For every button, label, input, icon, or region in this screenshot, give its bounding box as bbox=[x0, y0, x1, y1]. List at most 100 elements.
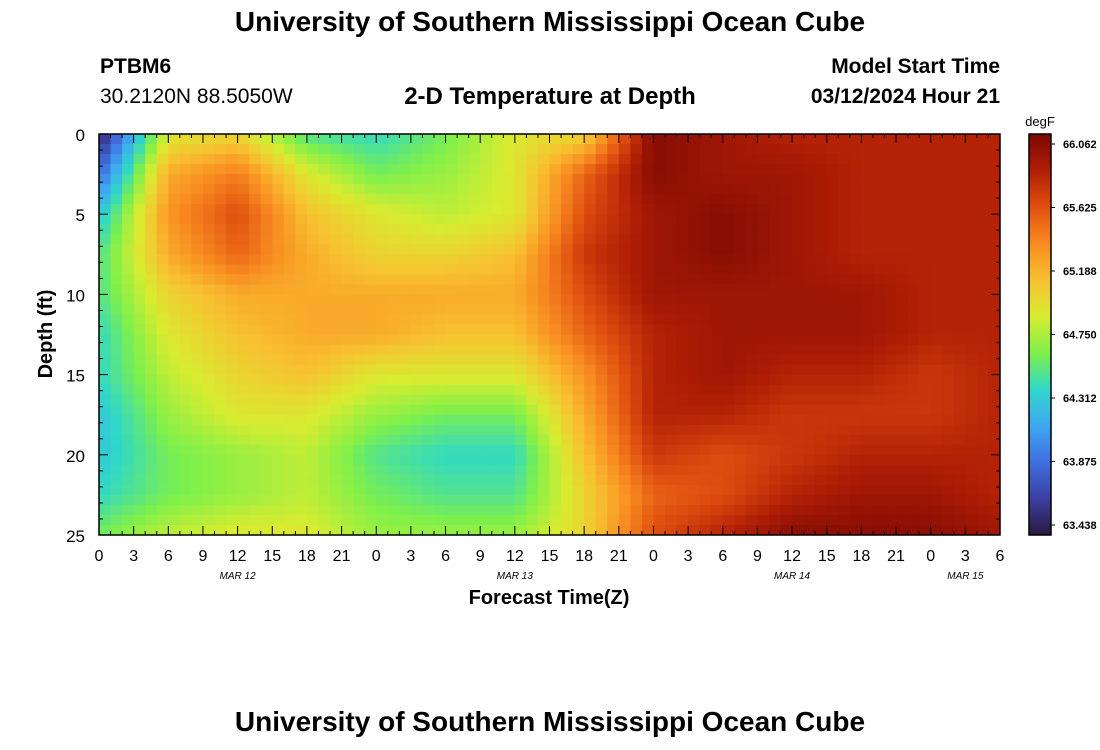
heatmap-cell bbox=[653, 504, 666, 516]
heatmap-cell bbox=[872, 504, 886, 516]
heatmap-cell bbox=[353, 444, 366, 456]
heatmap-cell bbox=[168, 344, 181, 356]
heatmap-cell bbox=[792, 334, 805, 346]
heatmap-cell bbox=[745, 474, 759, 486]
heatmap-cell bbox=[526, 494, 539, 506]
heatmap-cell bbox=[226, 284, 239, 296]
heatmap-cell bbox=[838, 144, 851, 155]
heatmap-cell bbox=[768, 254, 782, 265]
heatmap-cell bbox=[665, 294, 678, 306]
heatmap-cell bbox=[133, 284, 146, 296]
heatmap-cell bbox=[907, 304, 920, 316]
heatmap-cell bbox=[665, 184, 678, 195]
heatmap-cell bbox=[572, 524, 585, 535]
heatmap-cell bbox=[815, 134, 828, 145]
heatmap-cell bbox=[861, 184, 874, 195]
heatmap-cell bbox=[896, 504, 909, 516]
heatmap-cell bbox=[503, 254, 516, 265]
heatmap-cell bbox=[803, 224, 816, 235]
heatmap-cell bbox=[260, 394, 273, 406]
heatmap-cell bbox=[283, 454, 296, 466]
heatmap-cell bbox=[133, 414, 146, 426]
heatmap-cell bbox=[595, 384, 608, 396]
heatmap-cell bbox=[145, 204, 158, 215]
heatmap-cell bbox=[549, 374, 562, 386]
heatmap-cell bbox=[665, 464, 678, 476]
heatmap-cell bbox=[99, 334, 112, 346]
heatmap-cell bbox=[503, 134, 516, 145]
heatmap-cell bbox=[110, 424, 123, 436]
heatmap-cell bbox=[226, 364, 239, 376]
heatmap-cell bbox=[734, 514, 747, 526]
heatmap-cell bbox=[468, 404, 481, 416]
heatmap-cell bbox=[179, 244, 193, 255]
heatmap-cell bbox=[722, 314, 735, 326]
heatmap-cell bbox=[214, 134, 227, 145]
heatmap-cell bbox=[399, 174, 412, 185]
heatmap-cell bbox=[584, 214, 597, 225]
heatmap-cell bbox=[711, 314, 724, 326]
heatmap-cell bbox=[919, 504, 932, 516]
heatmap-cell bbox=[826, 154, 839, 165]
heatmap-cell bbox=[861, 414, 874, 426]
heatmap-cell bbox=[803, 394, 816, 406]
heatmap-cell bbox=[491, 164, 504, 175]
x-tick-label: 6 bbox=[718, 548, 727, 565]
heatmap-cell bbox=[376, 264, 389, 275]
heatmap-cell bbox=[364, 144, 377, 155]
heatmap-cell bbox=[896, 444, 909, 456]
heatmap-cell bbox=[353, 414, 366, 426]
heatmap-cell bbox=[260, 404, 273, 416]
heatmap-cell bbox=[445, 354, 458, 366]
heatmap-cell bbox=[399, 234, 412, 245]
heatmap-cell bbox=[965, 294, 978, 306]
heatmap-cell bbox=[480, 254, 493, 265]
heatmap-cell bbox=[803, 274, 816, 285]
heatmap-cell bbox=[202, 464, 216, 476]
heatmap-cell bbox=[896, 464, 909, 476]
heatmap-cell bbox=[734, 484, 747, 496]
heatmap-cell bbox=[422, 384, 435, 396]
heatmap-cell bbox=[838, 304, 851, 316]
heatmap-cell bbox=[734, 494, 747, 506]
colorbar-tick-label: 64.312 bbox=[1063, 393, 1097, 405]
heatmap-cell bbox=[179, 284, 193, 296]
heatmap-cell bbox=[364, 234, 377, 245]
heatmap-cell bbox=[249, 424, 262, 436]
heatmap-cell bbox=[572, 324, 585, 336]
heatmap-cell bbox=[665, 204, 678, 215]
heatmap-cell bbox=[896, 384, 909, 396]
heatmap-cell bbox=[699, 234, 712, 245]
heatmap-cell bbox=[376, 194, 389, 205]
heatmap-cell bbox=[826, 294, 839, 306]
heatmap-cell bbox=[514, 354, 527, 366]
heatmap-cell bbox=[849, 504, 862, 516]
heatmap-cell bbox=[283, 424, 296, 436]
heatmap-cell bbox=[145, 224, 158, 235]
heatmap-cell bbox=[526, 434, 539, 446]
heatmap-cell bbox=[387, 184, 400, 195]
heatmap-cell bbox=[145, 244, 158, 255]
heatmap-cell bbox=[607, 394, 620, 406]
heatmap-cell bbox=[133, 174, 146, 185]
heatmap-cell bbox=[688, 464, 701, 476]
heatmap-cell bbox=[214, 514, 227, 526]
heatmap-cell bbox=[468, 194, 481, 205]
heatmap-cell bbox=[283, 384, 296, 396]
heatmap-cell bbox=[272, 424, 285, 436]
heatmap-cell bbox=[445, 434, 458, 446]
heatmap-cell bbox=[722, 474, 735, 486]
heatmap-cell bbox=[607, 424, 620, 436]
heatmap-cell bbox=[792, 374, 805, 386]
heatmap-cell bbox=[272, 484, 285, 496]
heatmap-cell bbox=[214, 284, 227, 296]
heatmap-cell bbox=[722, 204, 735, 215]
heatmap-cell bbox=[641, 264, 655, 275]
heatmap-cell bbox=[168, 284, 181, 296]
heatmap-cell bbox=[572, 154, 585, 165]
heatmap-cell bbox=[919, 204, 932, 215]
heatmap-cell bbox=[168, 334, 181, 346]
heatmap-cell bbox=[457, 314, 470, 326]
heatmap-cell bbox=[826, 324, 839, 336]
heatmap-cell bbox=[376, 464, 389, 476]
